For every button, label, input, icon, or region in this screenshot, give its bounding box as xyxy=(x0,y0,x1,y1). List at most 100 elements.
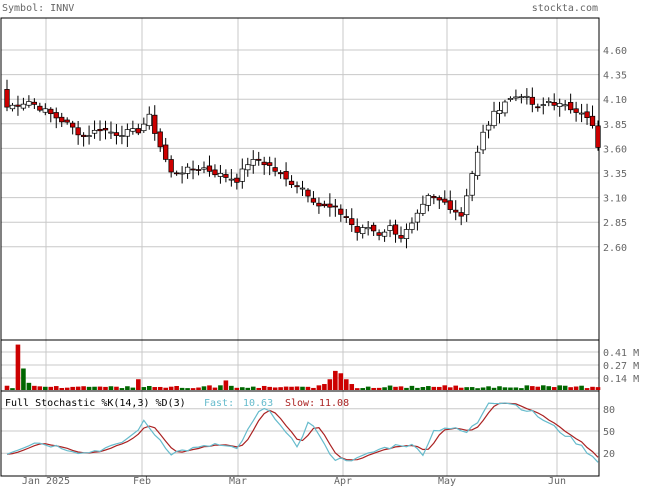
candle-body xyxy=(4,89,10,108)
price-tick-label: 2.85 xyxy=(603,218,627,229)
candle-body xyxy=(398,235,404,239)
volume-bar xyxy=(10,388,15,390)
candle-body xyxy=(305,189,311,197)
candle-body xyxy=(327,203,333,208)
volume-bar xyxy=(382,387,387,390)
candle-body xyxy=(464,195,470,216)
volume-bar xyxy=(4,385,10,390)
candle-body xyxy=(562,104,568,107)
stochastic-title: Full Stochastic %K(14,3) %D(3) xyxy=(5,398,186,409)
volume-bar xyxy=(486,386,491,390)
volume-bar xyxy=(141,387,147,390)
price-tick-label: 4.60 xyxy=(603,46,627,57)
candle-body xyxy=(201,167,207,170)
volume-bar xyxy=(426,386,431,390)
volume-bar xyxy=(81,386,86,390)
candle-body xyxy=(299,187,306,190)
volume-bar xyxy=(524,385,530,390)
candle-body xyxy=(310,198,317,203)
candle-body xyxy=(64,119,70,123)
volume-bar xyxy=(409,385,415,390)
candle-body xyxy=(524,95,530,98)
volume-bar xyxy=(267,386,272,390)
candle-body xyxy=(119,135,125,137)
volume-bar xyxy=(464,387,469,390)
volume-bar xyxy=(546,386,552,390)
volume-bar xyxy=(398,386,404,390)
candle-body xyxy=(453,209,459,213)
candle-body xyxy=(75,127,81,136)
candle-body xyxy=(146,113,152,127)
volume-bar xyxy=(573,386,579,390)
volume-bars xyxy=(4,344,601,390)
volume-bar xyxy=(322,384,327,390)
volume-bar xyxy=(584,388,590,390)
price-tick-label: 3.10 xyxy=(603,194,627,205)
volume-bar xyxy=(289,386,294,390)
volume-bar xyxy=(415,387,420,390)
panel-frame xyxy=(0,17,600,341)
candle-body xyxy=(387,225,393,231)
candle-body xyxy=(190,168,196,171)
price-tick-label: 4.35 xyxy=(603,71,627,82)
volume-bar xyxy=(502,387,508,390)
volume-bar xyxy=(333,370,338,390)
candle-body xyxy=(184,166,191,174)
stochastic-lines xyxy=(6,402,599,463)
volume-bar xyxy=(420,387,426,390)
candle-body xyxy=(130,128,136,132)
stochastic-tick-label: 50 xyxy=(603,427,615,438)
price-axis-labels: 4.60 4.35 4.10 3.85 3.60 3.35 3.10 2.85 2.60 xyxy=(603,46,627,254)
candle-body xyxy=(168,159,174,173)
candle-body xyxy=(239,168,245,182)
fast-label: Fast: xyxy=(204,398,234,409)
volume-bar xyxy=(130,387,136,390)
price-tick-label: 3.85 xyxy=(603,120,627,131)
volume-bar xyxy=(146,385,152,390)
candle-body xyxy=(245,164,251,171)
volume-bar xyxy=(97,386,103,390)
candle-body xyxy=(15,104,21,107)
volume-bar xyxy=(15,344,21,390)
volume-bar xyxy=(393,386,398,390)
candle-body xyxy=(343,216,349,218)
candle-body xyxy=(152,114,158,134)
volume-bar xyxy=(562,385,568,390)
volume-bar xyxy=(283,386,289,390)
candle-body xyxy=(53,112,59,119)
candle-body xyxy=(206,165,213,172)
volume-bar xyxy=(70,386,75,390)
candle-body xyxy=(321,203,328,207)
volume-bar xyxy=(530,386,535,390)
candle-body xyxy=(469,173,475,196)
candle-body xyxy=(102,127,109,131)
candle-body xyxy=(557,103,563,107)
candle-body xyxy=(86,135,92,137)
candle-body xyxy=(80,134,87,137)
volume-bar xyxy=(294,386,300,390)
volume-bar xyxy=(179,387,185,390)
volume-bar xyxy=(185,388,190,390)
volume-bar xyxy=(223,380,229,390)
candle-body xyxy=(48,108,54,115)
volume-bar xyxy=(152,387,158,390)
stochastic-axis-labels: 80 50 20 xyxy=(603,405,615,460)
volume-bar xyxy=(278,387,283,390)
candle-body xyxy=(91,129,98,134)
volume-bar xyxy=(75,386,81,390)
candle-body xyxy=(113,132,120,136)
candle-body xyxy=(474,151,481,176)
price-tick-label: 2.60 xyxy=(603,243,627,254)
volume-bar xyxy=(469,387,475,390)
volume-bar xyxy=(212,387,218,390)
candle-body xyxy=(272,167,278,172)
candle-body xyxy=(425,195,432,206)
candle-body xyxy=(288,180,295,186)
volume-bar xyxy=(218,385,223,390)
candle-body xyxy=(338,208,344,215)
volume-bar xyxy=(442,385,448,390)
candle-body xyxy=(283,171,289,180)
panel-frames xyxy=(0,17,600,477)
volume-bar xyxy=(513,387,519,390)
